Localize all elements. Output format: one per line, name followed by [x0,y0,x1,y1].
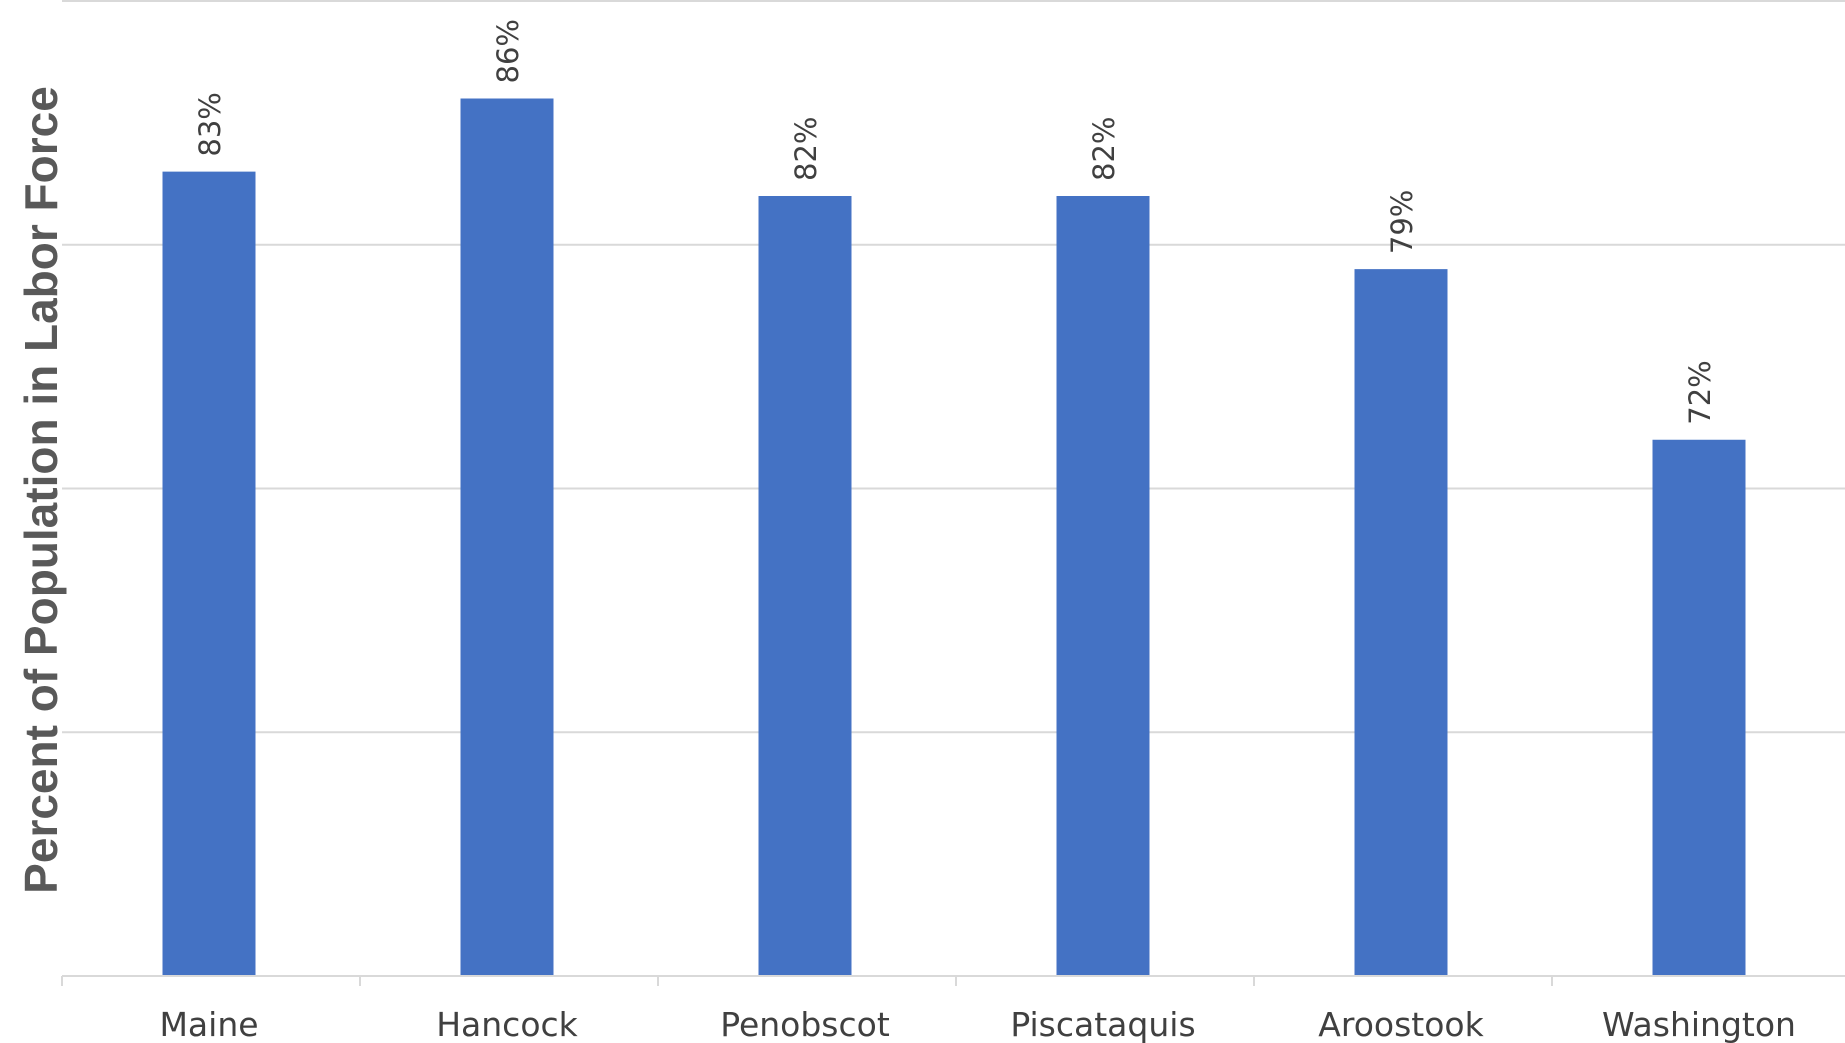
category-labels: Maine Hancock Penobscot Piscataquis Aroostoo… [159,1005,1796,1043]
x-axis [61,975,1845,986]
bar-piscataquis [1056,196,1150,976]
data-labels: 83% 86% 82% 82% 79% 72% [193,19,1717,425]
bar-washington [1652,439,1746,976]
bar-hancock [460,98,554,976]
bar-aroostook [1354,269,1448,976]
data-label-hancock: 86% [491,19,525,83]
bar-penobscot [758,196,852,976]
data-label-aroostook: 79% [1385,190,1419,254]
y-axis-title: Percent of Population in Labor Force [15,86,67,894]
data-label-maine: 83% [193,92,227,156]
data-label-piscataquis: 82% [1087,117,1121,181]
gridlines [62,0,1845,734]
data-label-penobscot: 82% [789,117,823,181]
data-label-washington: 72% [1683,360,1717,424]
x-tick-label-maine: Maine [159,1005,258,1043]
x-tick-label-penobscot: Penobscot [720,1005,890,1043]
x-tick-label-piscataquis: Piscataquis [1010,1005,1195,1043]
x-tick-label-hancock: Hancock [436,1005,578,1043]
x-tick-label-washington: Washington [1602,1005,1796,1043]
bars [162,98,1746,976]
x-tick-label-aroostook: Aroostook [1318,1005,1484,1043]
bar-maine [162,171,256,976]
